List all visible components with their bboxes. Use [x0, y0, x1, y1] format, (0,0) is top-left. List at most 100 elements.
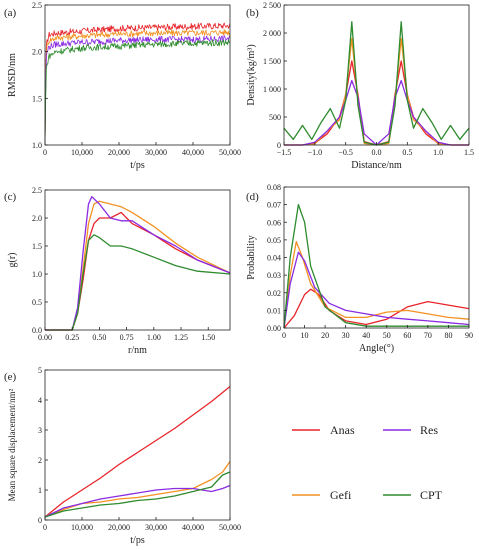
x-tick-label: 80 [444, 331, 452, 340]
x-tick-label: 60 [403, 331, 411, 340]
series-line-cpt [45, 234, 231, 331]
plot-frame [44, 369, 231, 521]
panel-e: (e) 0 10,000 20,000 30,000 40,000 50,000 0 1 2 3 4 5… [4, 366, 241, 546]
x-tick-label: 20 [321, 331, 329, 340]
y-tick-label: 0.03 [267, 271, 281, 280]
x-tick-label: 0.50 [92, 333, 106, 342]
x-tick-label: 50,000 [219, 148, 241, 157]
series-line-cpt [283, 21, 470, 146]
x-tick-label: 10,000 [71, 523, 93, 532]
x-tick-label: 0.00 [38, 333, 52, 342]
x-tick-label: 70 [424, 331, 432, 340]
panel-b: (b) −1.5 −1.0 −0.5 0.0 0.5 1.0 1.5 0 500 1 000 1 50… [246, 1, 474, 171]
panel-d: (d) 0 10 20 30 40 50 60 70 80 90 0.00 0.01 0.02 0.03 0.… [246, 183, 473, 354]
legend-label-anas: Anas [330, 423, 355, 437]
series-line-cpt [283, 203, 469, 329]
x-tick-label: 30,000 [145, 523, 167, 532]
x-tick-label: 1.50 [201, 333, 215, 342]
y-tick-label: 2.0 [32, 48, 42, 57]
series-line-anas [283, 288, 470, 329]
y-axis-label: Mean square displacement/nm² [7, 388, 17, 501]
y-tick-label: 1.5 [32, 242, 42, 251]
x-tick-label: 20,000 [108, 148, 130, 157]
y-tick-label: 0.05 [267, 236, 281, 245]
series-line-cpt [44, 471, 231, 518]
plot-frame [283, 186, 470, 329]
plot-frame [283, 4, 470, 146]
y-tick-label: 0.02 [267, 289, 281, 298]
y-axis-label: Probability [246, 235, 257, 279]
x-tick-label: 1.5 [464, 148, 474, 157]
x-tick-label: 1.25 [174, 333, 188, 342]
series-line-res [44, 35, 231, 146]
x-tick-label: 50,000 [219, 523, 241, 532]
series-line-res [45, 196, 231, 331]
series-line-res [284, 79, 469, 146]
x-axis-label: Angle(°) [359, 343, 394, 354]
y-tick-label: 0.04 [267, 254, 281, 263]
y-axis-label: RMSD/nm [7, 53, 18, 97]
y-tick-label: 1 500 [263, 57, 281, 66]
x-tick-label: 40,000 [182, 523, 204, 532]
legend-label-cpt: CPT [420, 488, 443, 502]
y-tick-label: 0.5 [32, 298, 42, 307]
series-line-anas [44, 385, 231, 518]
y-tick-label: 2 500 [263, 1, 281, 10]
x-tick-label: 0.25 [65, 333, 79, 342]
x-tick-label: 0.75 [120, 333, 134, 342]
y-tick-label: 0.06 [267, 218, 281, 227]
y-tick-label: 0.00 [267, 324, 281, 333]
y-axis-label: Density(kg/m³) [246, 44, 257, 105]
x-tick-label: −1.5 [277, 148, 292, 157]
series-line-res [283, 251, 470, 329]
x-axis-label: r/nm [128, 345, 147, 356]
plot-frame [44, 4, 231, 146]
y-axis-label: g(r) [7, 253, 18, 268]
x-tick-label: 0 [282, 331, 286, 340]
plot-frame [44, 189, 231, 331]
x-axis-label: t/ps [130, 535, 145, 546]
y-tick-label: 0.01 [267, 306, 281, 315]
x-tick-label: −0.5 [338, 148, 353, 157]
x-tick-label: 10,000 [71, 148, 93, 157]
series-line-gefi [45, 200, 231, 331]
y-tick-label: 2 000 [263, 29, 281, 38]
x-tick-label: 1.00 [147, 333, 161, 342]
series-line-anas [44, 22, 231, 146]
y-tick-label: 1 000 [263, 85, 281, 94]
panel-c: (c) 0.00 0.25 0.50 0.75 1.00 1.25 1.50 0.0 0.5 1.0… [4, 186, 231, 356]
y-tick-label: 500 [269, 113, 281, 122]
x-tick-label: 90 [465, 331, 473, 340]
x-tick-label: 40,000 [182, 148, 204, 157]
x-tick-label: 0.5 [402, 148, 412, 157]
y-tick-label: 0 [277, 141, 281, 150]
panel-label: (a) [4, 7, 17, 19]
y-tick-label: 2.5 [32, 186, 42, 195]
x-tick-label: −1.0 [308, 148, 323, 157]
x-tick-label: 0 [43, 148, 47, 157]
x-tick-label: 20,000 [108, 523, 130, 532]
x-axis-label: t/ps [130, 160, 145, 171]
panel-label: (b) [246, 7, 259, 19]
y-tick-label: 2.0 [32, 214, 42, 223]
y-tick-label: 0.07 [267, 201, 281, 210]
y-tick-label: 2.5 [32, 1, 42, 10]
x-axis-label: Distance/nm [351, 160, 402, 171]
y-tick-label: 1 [38, 486, 42, 495]
y-tick-label: 0.08 [267, 183, 281, 192]
legend-label-gefi: Gefi [330, 488, 352, 502]
series-line-gefi [44, 28, 231, 146]
panel-label: (e) [4, 371, 17, 383]
x-tick-label: 10 [301, 331, 309, 340]
legend-label-res: Res [420, 423, 438, 437]
x-tick-label: 0 [43, 523, 47, 532]
series-line-cpt [44, 39, 230, 146]
y-tick-label: 2 [38, 456, 42, 465]
x-tick-label: 40 [362, 331, 370, 340]
series-line-anas [284, 60, 469, 146]
panel-label: (c) [4, 191, 17, 203]
x-tick-label: 1.0 [433, 148, 443, 157]
y-tick-label: 4 [38, 396, 42, 405]
y-tick-label: 3 [38, 426, 42, 435]
legend: Anas Res Gefi CPT [292, 423, 443, 502]
